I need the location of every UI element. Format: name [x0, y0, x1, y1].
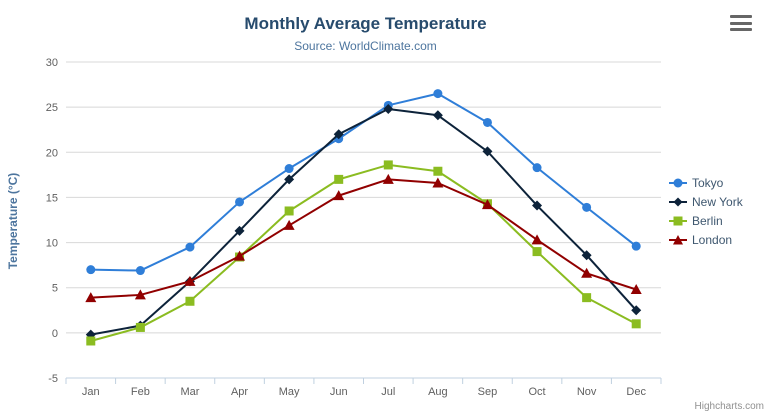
data-point-london-oct[interactable] [531, 234, 543, 245]
data-point-berlin-jul[interactable] [383, 160, 393, 170]
data-point-london-feb[interactable] [134, 289, 146, 300]
data-point-london-dec[interactable] [630, 284, 642, 295]
data-point-tokyo-oct[interactable] [532, 163, 542, 173]
data-point-london-jul[interactable] [382, 173, 394, 184]
data-point-berlin-dec[interactable] [631, 319, 641, 329]
xaxis-label: Feb [131, 386, 150, 398]
menu-bar [730, 15, 752, 18]
diamond-marker-icon [669, 197, 687, 207]
legend-item-london[interactable]: London [668, 233, 743, 247]
yaxis-label: 5 [52, 283, 58, 295]
data-point-tokyo-feb[interactable] [135, 266, 145, 276]
legend-item-tokyo[interactable]: Tokyo [668, 176, 743, 190]
data-point-tokyo-apr[interactable] [235, 197, 245, 207]
data-point-tokyo-mar[interactable] [185, 242, 195, 252]
data-point-new-york-nov[interactable] [581, 250, 592, 261]
data-point-new-york-jun[interactable] [333, 129, 344, 140]
yaxis-label: 25 [46, 102, 58, 114]
data-point-berlin-feb[interactable] [135, 322, 145, 332]
yaxis-label: 20 [46, 147, 58, 159]
data-point-london-sep[interactable] [481, 199, 493, 210]
data-point-london-nov[interactable] [581, 267, 593, 278]
yaxis-label: 10 [46, 238, 58, 250]
data-point-tokyo-sep[interactable] [482, 117, 492, 127]
legend: Tokyo New York Berlin London [668, 176, 743, 247]
data-point-berlin-jan[interactable] [86, 336, 96, 346]
series-line-new-york[interactable] [89, 107, 638, 336]
data-point-new-york-sep[interactable] [482, 146, 493, 157]
data-point-new-york-aug[interactable] [432, 110, 443, 121]
circle-marker-icon [669, 178, 687, 188]
data-point-london-jan[interactable] [85, 292, 97, 303]
xaxis-label: Aug [428, 386, 448, 398]
legend-label: Tokyo [692, 176, 724, 190]
legend-item-new-york[interactable]: New York [668, 195, 743, 209]
data-point-berlin-mar[interactable] [185, 296, 195, 306]
square-marker-icon [669, 216, 687, 226]
triangle-marker-icon [669, 235, 687, 245]
legend-label: London [692, 233, 733, 247]
series-line-london[interactable] [89, 178, 638, 299]
data-point-new-york-apr[interactable] [234, 225, 245, 236]
data-point-tokyo-may[interactable] [284, 164, 294, 174]
menu-bar [730, 28, 752, 31]
xaxis-label: Jul [381, 386, 395, 398]
chart-subtitle: Source: WorldClimate.com [294, 39, 437, 53]
menu-bar [730, 21, 752, 25]
data-point-new-york-oct[interactable] [532, 200, 543, 211]
data-point-london-may[interactable] [283, 219, 295, 230]
data-point-berlin-aug[interactable] [433, 166, 443, 176]
credits-link[interactable]: Highcharts.com [694, 401, 764, 412]
xaxis-label: Mar [180, 386, 199, 398]
data-point-berlin-jun[interactable] [334, 174, 344, 184]
data-point-tokyo-dec[interactable] [631, 241, 641, 251]
data-point-london-mar[interactable] [184, 275, 196, 286]
data-point-london-aug[interactable] [432, 177, 444, 188]
series-line-tokyo[interactable] [89, 92, 638, 272]
xaxis-label: Apr [231, 386, 248, 398]
yaxis-label: -5 [48, 373, 58, 385]
chart-title: Monthly Average Temperature [244, 14, 487, 33]
yaxis-label: 0 [52, 328, 58, 340]
data-point-new-york-may[interactable] [284, 174, 295, 185]
xaxis-label: Sep [478, 386, 498, 398]
xaxis-label: May [279, 386, 300, 398]
data-point-berlin-may[interactable] [284, 206, 294, 216]
data-point-berlin-oct[interactable] [532, 247, 542, 257]
yaxis-label: 15 [46, 192, 58, 204]
data-point-tokyo-nov[interactable] [582, 202, 592, 212]
xaxis-label: Dec [626, 386, 646, 398]
data-point-london-apr[interactable] [234, 250, 246, 261]
hamburger-menu-icon[interactable] [729, 13, 755, 33]
legend-label: Berlin [692, 214, 723, 228]
legend-item-berlin[interactable]: Berlin [668, 214, 743, 228]
xaxis-label: Jan [82, 386, 100, 398]
legend-label: New York [692, 195, 743, 209]
yaxis-label: 30 [46, 57, 58, 69]
data-point-berlin-nov[interactable] [582, 293, 592, 303]
data-point-tokyo-aug[interactable] [433, 89, 443, 99]
data-point-new-york-jul[interactable] [383, 103, 394, 114]
xaxis-label: Jun [330, 386, 348, 398]
series-line-berlin[interactable] [89, 163, 638, 342]
xaxis-label: Nov [577, 386, 597, 398]
data-point-tokyo-jan[interactable] [86, 265, 96, 275]
data-point-london-jun[interactable] [333, 190, 345, 201]
xaxis-label: Oct [528, 386, 545, 398]
data-point-new-york-dec[interactable] [631, 305, 642, 316]
